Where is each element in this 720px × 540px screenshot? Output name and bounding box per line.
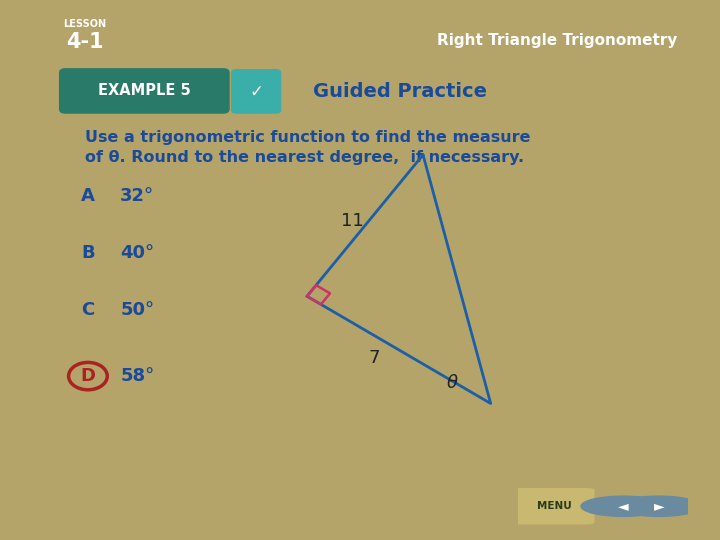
- Text: 50°: 50°: [120, 301, 154, 319]
- Text: ◄: ◄: [618, 500, 629, 513]
- Circle shape: [616, 496, 701, 516]
- Text: Guided Practice: Guided Practice: [313, 82, 487, 101]
- Text: ✓: ✓: [249, 83, 263, 100]
- Text: $\theta$: $\theta$: [446, 374, 459, 392]
- Text: A: A: [81, 187, 95, 205]
- Text: 32°: 32°: [120, 187, 154, 205]
- Text: 58°: 58°: [120, 367, 154, 385]
- Text: D: D: [81, 367, 96, 385]
- Text: C: C: [81, 301, 94, 319]
- Text: Use a trigonometric function to find the measure: Use a trigonometric function to find the…: [85, 130, 530, 145]
- FancyBboxPatch shape: [231, 69, 282, 114]
- FancyBboxPatch shape: [513, 488, 595, 524]
- Text: Right Triangle Trigonometry: Right Triangle Trigonometry: [437, 33, 678, 48]
- FancyBboxPatch shape: [59, 68, 230, 114]
- Text: LESSON: LESSON: [63, 19, 106, 29]
- Text: 4-1: 4-1: [66, 32, 104, 52]
- Text: of θ. Round to the nearest degree,  if necessary.: of θ. Round to the nearest degree, if ne…: [85, 150, 524, 165]
- Text: 11: 11: [341, 212, 364, 230]
- Text: MENU: MENU: [536, 501, 571, 511]
- Text: EXAMPLE 5: EXAMPLE 5: [98, 83, 190, 98]
- Circle shape: [581, 496, 665, 516]
- Text: 40°: 40°: [120, 244, 154, 262]
- Text: 7: 7: [369, 349, 380, 367]
- Text: ►: ►: [654, 500, 664, 513]
- Text: B: B: [81, 244, 95, 262]
